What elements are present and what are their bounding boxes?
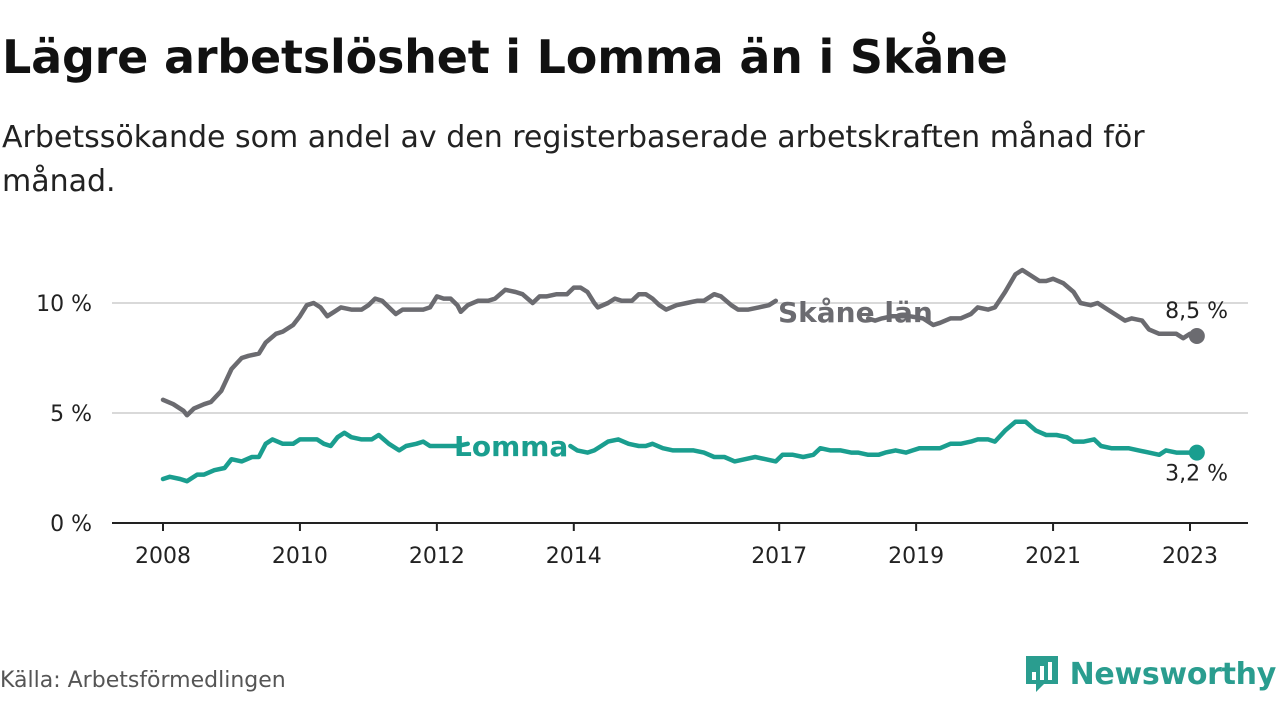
x-tick-label: 2021 bbox=[1025, 544, 1081, 569]
source-note: Källa: Arbetsförmedlingen bbox=[0, 668, 286, 693]
series-line-skane bbox=[160, 285, 779, 418]
x-tick-label: 2014 bbox=[546, 544, 602, 569]
series-line-lomma bbox=[160, 430, 470, 484]
x-tick-label: 2019 bbox=[888, 544, 944, 569]
y-tick-label: 0 % bbox=[50, 512, 92, 537]
y-tick-label: 5 % bbox=[50, 402, 92, 427]
x-tick-label: 2008 bbox=[135, 544, 191, 569]
brand-logo: Newsworthy bbox=[1024, 654, 1276, 694]
x-tick-label: 2023 bbox=[1162, 544, 1218, 569]
end-value-skane: 8,5 % bbox=[1165, 299, 1228, 324]
series-label-skane: Skåne län bbox=[778, 296, 933, 329]
y-tick-label: 10 % bbox=[36, 292, 92, 317]
end-value-lomma: 3,2 % bbox=[1165, 462, 1228, 487]
end-marker-lomma bbox=[1188, 444, 1205, 461]
end-marker-skane bbox=[1188, 328, 1205, 344]
newsworthy-logo-icon bbox=[1025, 656, 1058, 692]
series-line-skane bbox=[865, 267, 1200, 341]
x-tick-label: 2017 bbox=[751, 544, 807, 569]
line-chart: 0 % 5 % 10 % 2008 2010 2012 2014 2017 2019 2021 20… bbox=[36, 267, 1248, 569]
chart-title: Lägre arbetslöshet i Lomma än i Skåne bbox=[2, 30, 1008, 84]
x-tick-label: 2012 bbox=[409, 544, 465, 569]
series-line-lomma bbox=[568, 419, 1200, 464]
brand-name: Newsworthy bbox=[1069, 656, 1277, 692]
series-label-lomma: Lomma bbox=[454, 430, 568, 463]
chart-subtitle: Arbetssökande som andel av den registerb… bbox=[2, 120, 1145, 199]
x-tick-label: 2010 bbox=[272, 544, 328, 569]
